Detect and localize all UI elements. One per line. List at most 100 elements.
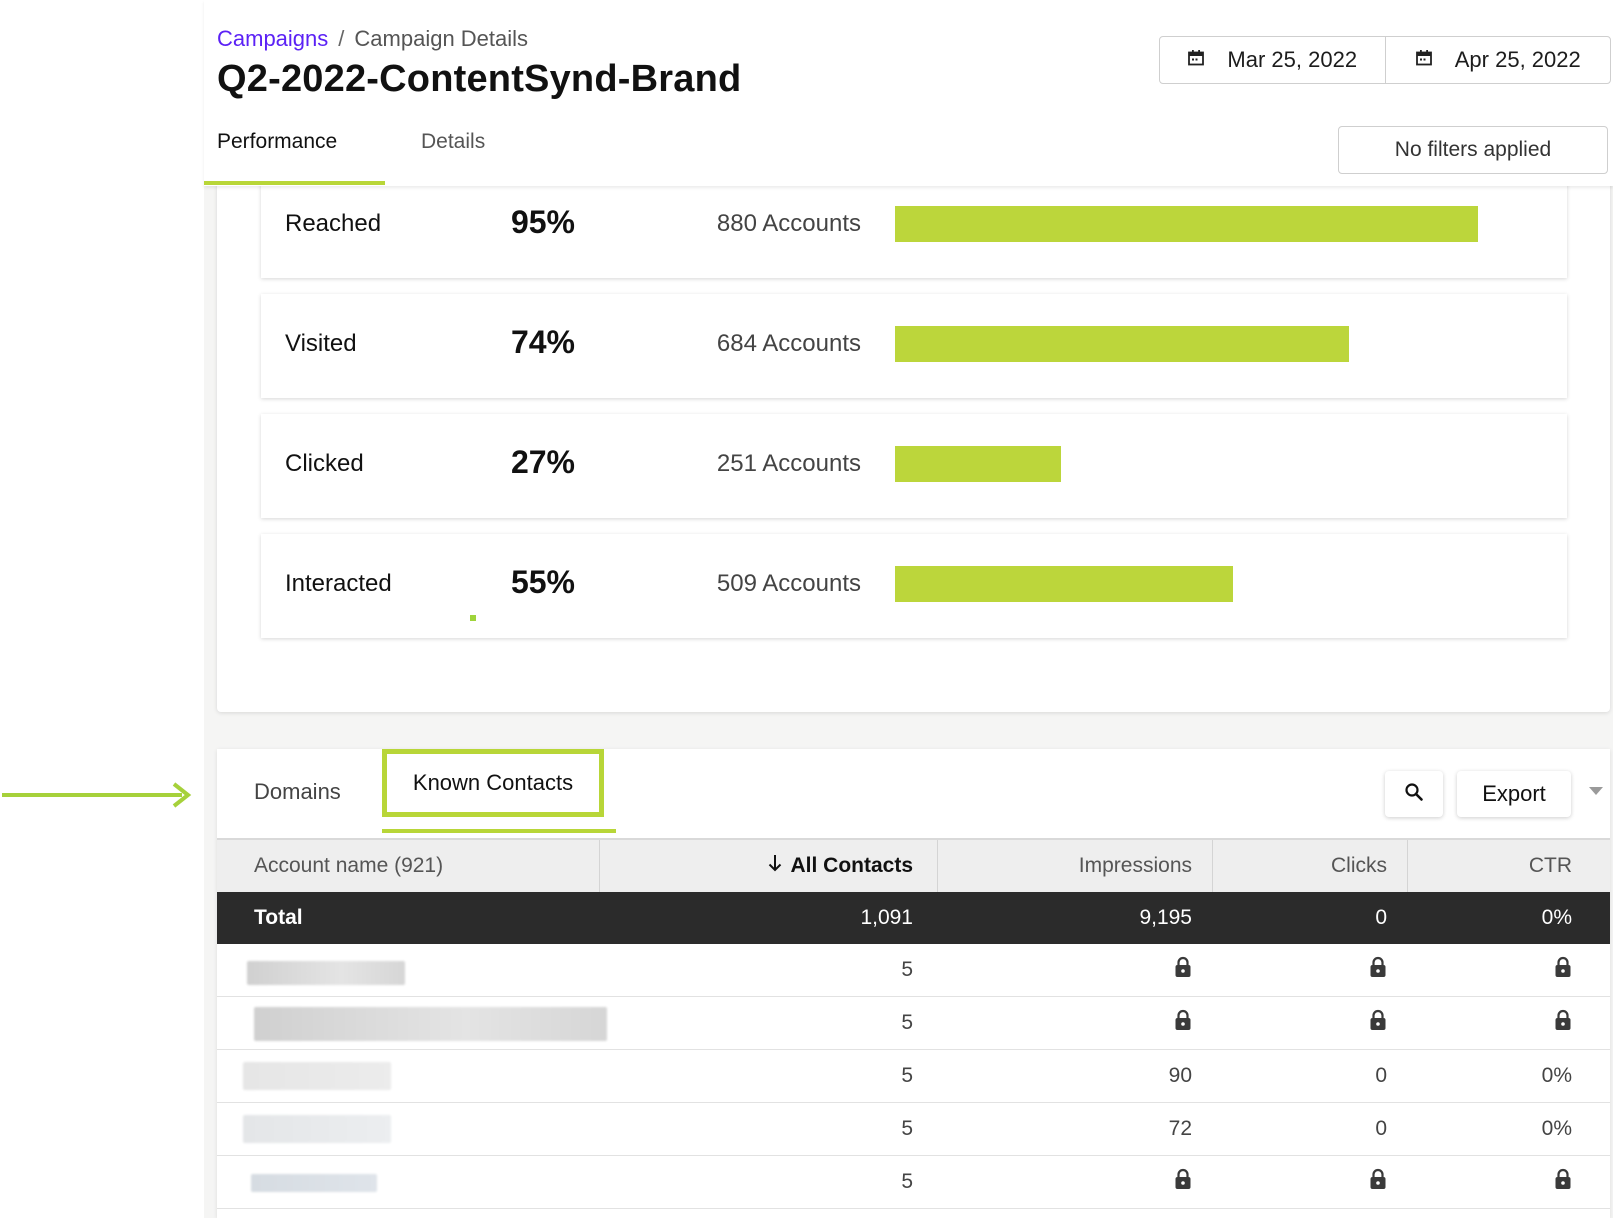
funnel-row-reached: Reached 95% 880 Accounts — [261, 174, 1567, 278]
tab-details[interactable]: Details — [421, 130, 486, 153]
total-clicks: 0 — [1375, 906, 1387, 929]
row-ctr: 0% — [1541, 1117, 1572, 1140]
funnel-percent: 27% — [510, 444, 575, 480]
funnel-percent: 95% — [510, 204, 575, 240]
total-label: Total — [254, 906, 303, 929]
decorative-speck — [470, 615, 476, 621]
lock-icon — [1369, 956, 1387, 984]
row-clicks — [1212, 944, 1407, 996]
row-clicks: 0 — [1375, 1064, 1387, 1087]
start-date-label: Mar 25, 2022 — [1227, 47, 1358, 72]
redacted-account-name — [251, 1174, 377, 1192]
funnel-bar-track — [895, 206, 1509, 242]
funnel-bar — [895, 566, 1233, 602]
funnel-label: Visited — [285, 330, 357, 357]
row-contacts: 5 — [901, 958, 913, 981]
lock-icon — [1369, 1168, 1387, 1196]
funnel-percent: 55% — [510, 564, 575, 600]
funnel-row-clicked: Clicked 27% 251 Accounts — [261, 414, 1567, 518]
funnel-bar — [895, 206, 1479, 242]
tab-domains[interactable]: Domains — [254, 779, 341, 804]
table-row[interactable]: 5 90 0 0% — [217, 1050, 1610, 1103]
funnel-card: Reached 95% 880 Accounts Visited 74% 684… — [217, 170, 1610, 712]
lock-icon — [1554, 1168, 1572, 1196]
funnel-label: Interacted — [285, 570, 392, 597]
lock-icon — [1554, 956, 1572, 984]
active-table-tab-indicator — [382, 829, 616, 833]
chevron-down-icon[interactable] — [1589, 787, 1603, 795]
arrow-down-icon — [768, 854, 782, 878]
lock-icon — [1174, 1009, 1192, 1037]
column-header-label: All Contacts — [790, 854, 913, 877]
row-contacts: 5 — [901, 1170, 913, 1193]
funnel-bar-track — [895, 566, 1509, 602]
export-button[interactable]: Export — [1457, 771, 1571, 817]
funnel-accounts: 251 Accounts — [716, 450, 861, 477]
row-ctr — [1407, 944, 1610, 996]
funnel-accounts: 880 Accounts — [716, 210, 861, 237]
table-row[interactable]: 5 — [217, 1156, 1610, 1209]
column-header-all-contacts[interactable]: All Contacts — [599, 840, 937, 892]
search-button[interactable] — [1385, 771, 1443, 817]
table-row[interactable]: 5 — [217, 997, 1610, 1050]
redacted-account-name — [243, 1062, 391, 1090]
row-contacts: 5 — [901, 1117, 913, 1140]
row-impressions: 72 — [1168, 1117, 1192, 1140]
calendar-icon — [1415, 47, 1433, 73]
funnel-bar-track — [895, 326, 1509, 362]
filters-button[interactable]: No filters applied — [1338, 126, 1608, 174]
row-ctr — [1407, 997, 1610, 1049]
funnel-percent: 74% — [510, 324, 575, 360]
row-ctr: 0% — [1541, 1064, 1572, 1087]
column-header-account-name[interactable]: Account name (921) — [254, 854, 444, 877]
redacted-account-name — [247, 961, 405, 985]
total-ctr: 0% — [1541, 906, 1572, 929]
funnel-row-interacted: Interacted 55% 509 Accounts — [261, 534, 1567, 638]
table-total-row: Total 1,091 9,195 0 0% — [217, 892, 1610, 944]
tab-known-contacts[interactable]: Known Contacts — [382, 749, 604, 817]
redacted-account-name — [254, 1007, 607, 1041]
total-impressions: 9,195 — [1139, 906, 1192, 929]
redacted-account-name — [243, 1115, 391, 1143]
active-tab-indicator — [204, 181, 385, 185]
column-header-ctr[interactable]: CTR — [1407, 840, 1610, 892]
row-impressions — [937, 997, 1212, 1049]
search-icon — [1404, 782, 1424, 807]
table-row[interactable]: 5 72 0 0% — [217, 1103, 1610, 1156]
row-contacts: 5 — [901, 1011, 913, 1034]
total-contacts: 1,091 — [860, 906, 913, 929]
breadcrumb: Campaigns / Campaign Details — [217, 26, 528, 52]
funnel-accounts: 509 Accounts — [716, 570, 861, 597]
row-impressions — [937, 944, 1212, 996]
funnel-label: Reached — [285, 210, 382, 237]
contacts-table-card: Domains Known Contacts Export Account na… — [217, 749, 1610, 1218]
date-range-picker: Mar 25, 2022 Apr 25, 2022 — [1159, 36, 1611, 84]
column-header-impressions[interactable]: Impressions — [937, 840, 1212, 892]
table-header-row: Account name (921) All Contacts Impressi… — [217, 838, 1610, 892]
end-date-button[interactable]: Apr 25, 2022 — [1384, 37, 1611, 83]
tab-performance[interactable]: Performance — [217, 130, 338, 153]
lock-icon — [1174, 1168, 1192, 1196]
page-header: Campaigns / Campaign Details Q2-2022-Conte… — [204, 0, 1613, 186]
table-row[interactable]: 5 — [217, 944, 1610, 997]
page-title: Q2-2022-ContentSynd-Brand — [217, 58, 742, 100]
breadcrumb-campaigns-link[interactable]: Campaigns — [217, 26, 329, 51]
lock-icon — [1554, 1009, 1572, 1037]
breadcrumb-current: Campaign Details — [354, 26, 529, 51]
calendar-icon — [1187, 47, 1205, 73]
row-clicks — [1212, 997, 1407, 1049]
funnel-label: Clicked — [285, 450, 364, 477]
row-clicks: 0 — [1375, 1117, 1387, 1140]
funnel-bar — [895, 326, 1350, 362]
column-header-clicks[interactable]: Clicks — [1212, 840, 1407, 892]
row-contacts: 5 — [901, 1064, 913, 1087]
lock-icon — [1174, 956, 1192, 984]
row-impressions: 90 — [1168, 1064, 1192, 1087]
funnel-row-visited: Visited 74% 684 Accounts — [261, 294, 1567, 398]
end-date-label: Apr 25, 2022 — [1454, 47, 1581, 72]
start-date-button[interactable]: Mar 25, 2022 — [1160, 37, 1385, 83]
annotation-arrow-icon — [2, 782, 200, 813]
funnel-accounts: 684 Accounts — [716, 330, 861, 357]
left-pane — [0, 0, 204, 1218]
funnel-bar — [895, 446, 1061, 482]
